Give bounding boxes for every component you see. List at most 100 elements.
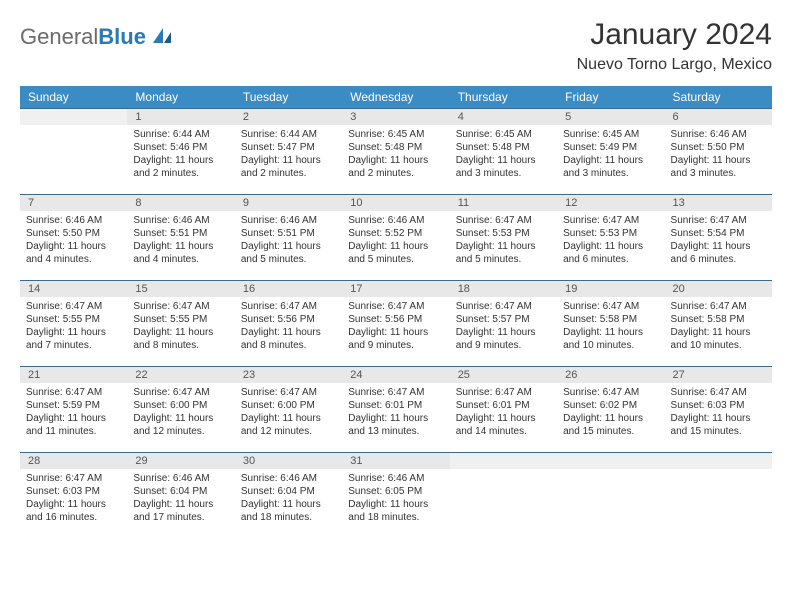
day-line: and 12 minutes.	[133, 425, 228, 438]
calendar-day-cell: 7Sunrise: 6:46 AMSunset: 5:50 PMDaylight…	[20, 194, 127, 280]
day-body: Sunrise: 6:46 AMSunset: 6:05 PMDaylight:…	[342, 469, 449, 528]
day-line: Daylight: 11 hours	[133, 412, 228, 425]
day-body: Sunrise: 6:44 AMSunset: 5:47 PMDaylight:…	[235, 125, 342, 184]
day-line: Sunset: 5:55 PM	[133, 313, 228, 326]
day-line: Sunrise: 6:47 AM	[671, 300, 766, 313]
day-line: Sunrise: 6:46 AM	[133, 472, 228, 485]
calendar-day-cell	[665, 452, 772, 538]
page-title: January 2024	[577, 18, 772, 52]
day-number: 13	[665, 194, 772, 211]
day-line: Sunset: 5:46 PM	[133, 141, 228, 154]
day-line: Sunrise: 6:47 AM	[348, 386, 443, 399]
weekday-header: Sunday	[20, 86, 127, 108]
day-line: Daylight: 11 hours	[456, 412, 551, 425]
day-line: and 3 minutes.	[671, 167, 766, 180]
calendar-week-row: 1Sunrise: 6:44 AMSunset: 5:46 PMDaylight…	[20, 108, 772, 194]
day-line: Sunset: 5:48 PM	[348, 141, 443, 154]
day-body: Sunrise: 6:45 AMSunset: 5:48 PMDaylight:…	[450, 125, 557, 184]
calendar-day-cell: 27Sunrise: 6:47 AMSunset: 6:03 PMDayligh…	[665, 366, 772, 452]
calendar-day-cell	[557, 452, 664, 538]
day-body: Sunrise: 6:47 AMSunset: 6:01 PMDaylight:…	[450, 383, 557, 442]
day-line: Sunrise: 6:46 AM	[348, 472, 443, 485]
day-line: Daylight: 11 hours	[26, 498, 121, 511]
day-line: Sunset: 5:53 PM	[563, 227, 658, 240]
day-number: 4	[450, 108, 557, 125]
day-line: Sunset: 5:49 PM	[563, 141, 658, 154]
day-body: Sunrise: 6:47 AMSunset: 6:02 PMDaylight:…	[557, 383, 664, 442]
day-line: Sunrise: 6:47 AM	[26, 472, 121, 485]
calendar-day-cell: 19Sunrise: 6:47 AMSunset: 5:58 PMDayligh…	[557, 280, 664, 366]
day-line: and 3 minutes.	[456, 167, 551, 180]
day-line: Sunset: 6:00 PM	[133, 399, 228, 412]
day-line: Daylight: 11 hours	[563, 240, 658, 253]
day-line: Sunrise: 6:44 AM	[133, 128, 228, 141]
day-line: Sunrise: 6:46 AM	[241, 214, 336, 227]
weekday-header: Friday	[557, 86, 664, 108]
day-line: Sunset: 5:53 PM	[456, 227, 551, 240]
calendar-day-cell: 26Sunrise: 6:47 AMSunset: 6:02 PMDayligh…	[557, 366, 664, 452]
day-body: Sunrise: 6:47 AMSunset: 5:53 PMDaylight:…	[450, 211, 557, 270]
day-line: Sunset: 6:04 PM	[241, 485, 336, 498]
day-body: Sunrise: 6:46 AMSunset: 5:52 PMDaylight:…	[342, 211, 449, 270]
day-line: Daylight: 11 hours	[133, 498, 228, 511]
page-subtitle: Nuevo Torno Largo, Mexico	[577, 56, 772, 74]
day-body: Sunrise: 6:47 AMSunset: 5:58 PMDaylight:…	[557, 297, 664, 356]
day-number: 10	[342, 194, 449, 211]
day-line: Sunrise: 6:47 AM	[133, 300, 228, 313]
calendar-day-cell: 6Sunrise: 6:46 AMSunset: 5:50 PMDaylight…	[665, 108, 772, 194]
day-line: Sunrise: 6:47 AM	[241, 300, 336, 313]
day-line: Sunset: 5:57 PM	[456, 313, 551, 326]
calendar-day-cell	[20, 108, 127, 194]
day-line: Sunset: 6:01 PM	[456, 399, 551, 412]
day-body: Sunrise: 6:46 AMSunset: 6:04 PMDaylight:…	[235, 469, 342, 528]
day-body: Sunrise: 6:47 AMSunset: 5:55 PMDaylight:…	[127, 297, 234, 356]
day-number: 23	[235, 366, 342, 383]
day-line: Sunset: 6:01 PM	[348, 399, 443, 412]
day-body: Sunrise: 6:46 AMSunset: 5:50 PMDaylight:…	[665, 125, 772, 184]
day-line: Daylight: 11 hours	[26, 240, 121, 253]
calendar-day-cell: 22Sunrise: 6:47 AMSunset: 6:00 PMDayligh…	[127, 366, 234, 452]
day-number: 11	[450, 194, 557, 211]
day-line: Daylight: 11 hours	[26, 412, 121, 425]
calendar-day-cell: 13Sunrise: 6:47 AMSunset: 5:54 PMDayligh…	[665, 194, 772, 280]
day-line: and 2 minutes.	[133, 167, 228, 180]
day-line: Daylight: 11 hours	[241, 412, 336, 425]
day-line: and 9 minutes.	[456, 339, 551, 352]
day-line: Daylight: 11 hours	[133, 154, 228, 167]
logo-part1: General	[20, 24, 98, 49]
day-number	[665, 452, 772, 469]
day-body	[20, 125, 127, 132]
day-line: and 10 minutes.	[671, 339, 766, 352]
day-line: Sunset: 5:55 PM	[26, 313, 121, 326]
day-line: Sunset: 6:03 PM	[26, 485, 121, 498]
day-number: 5	[557, 108, 664, 125]
calendar-day-cell: 20Sunrise: 6:47 AMSunset: 5:58 PMDayligh…	[665, 280, 772, 366]
day-line: Daylight: 11 hours	[26, 326, 121, 339]
day-line: and 14 minutes.	[456, 425, 551, 438]
day-line: Sunset: 5:58 PM	[563, 313, 658, 326]
day-line: Daylight: 11 hours	[241, 498, 336, 511]
day-body: Sunrise: 6:47 AMSunset: 5:54 PMDaylight:…	[665, 211, 772, 270]
day-line: and 6 minutes.	[563, 253, 658, 266]
day-line: Sunrise: 6:46 AM	[133, 214, 228, 227]
calendar-day-cell: 3Sunrise: 6:45 AMSunset: 5:48 PMDaylight…	[342, 108, 449, 194]
day-number: 24	[342, 366, 449, 383]
day-line: and 4 minutes.	[26, 253, 121, 266]
weekday-header: Tuesday	[235, 86, 342, 108]
day-line: Sunrise: 6:47 AM	[456, 386, 551, 399]
day-line: Sunset: 5:58 PM	[671, 313, 766, 326]
day-line: Daylight: 11 hours	[563, 412, 658, 425]
day-line: Sunrise: 6:46 AM	[671, 128, 766, 141]
day-line: and 13 minutes.	[348, 425, 443, 438]
day-line: Daylight: 11 hours	[671, 240, 766, 253]
calendar-day-cell: 4Sunrise: 6:45 AMSunset: 5:48 PMDaylight…	[450, 108, 557, 194]
day-line: Daylight: 11 hours	[456, 154, 551, 167]
header: GeneralBlue January 2024 Nuevo Torno Lar…	[20, 18, 772, 74]
day-line: and 15 minutes.	[563, 425, 658, 438]
day-line: Daylight: 11 hours	[671, 154, 766, 167]
day-line: Daylight: 11 hours	[133, 240, 228, 253]
day-line: Sunrise: 6:47 AM	[456, 300, 551, 313]
day-line: Sunrise: 6:46 AM	[348, 214, 443, 227]
calendar-day-cell: 21Sunrise: 6:47 AMSunset: 5:59 PMDayligh…	[20, 366, 127, 452]
day-line: Sunrise: 6:47 AM	[563, 386, 658, 399]
